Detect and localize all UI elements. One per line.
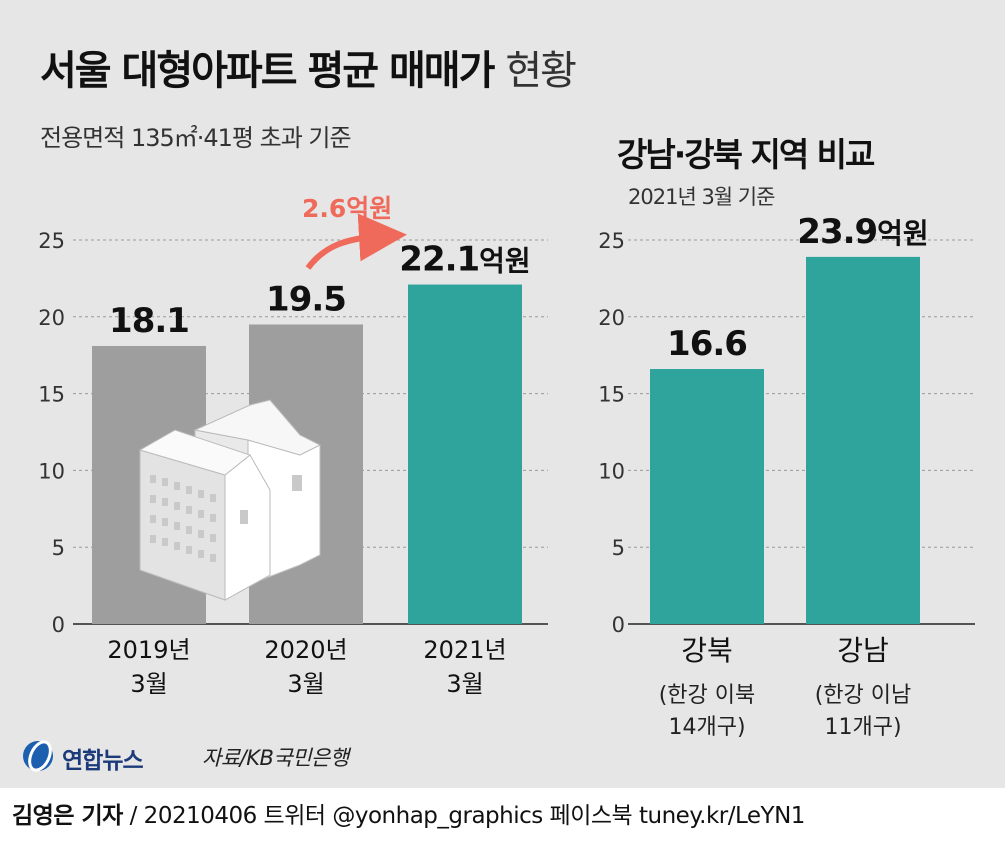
y-tick-label: 25 xyxy=(598,229,625,253)
right-chart-title: 강남·강북 지역 비교 xyxy=(617,135,875,174)
category-note: (한강 이북 xyxy=(659,683,756,708)
y-tick-label: 10 xyxy=(38,459,65,483)
category-label: 2019년 xyxy=(107,636,190,664)
footer-details: / 20210406 트위터 @yonhap_graphics 페이스북 tun… xyxy=(122,803,806,829)
y-tick-label: 20 xyxy=(38,306,65,330)
logo-text: 연합뉴스 xyxy=(62,748,144,774)
data-label: 19.5 xyxy=(266,279,346,319)
y-tick-label: 15 xyxy=(38,383,65,407)
category-label: 2021년 xyxy=(423,636,506,664)
title-light: 현황 xyxy=(505,48,577,94)
category-label: 강남 xyxy=(837,634,889,667)
data-label: 22.1억원 xyxy=(399,240,530,280)
bar xyxy=(650,369,764,624)
y-tick-label: 15 xyxy=(598,383,625,407)
growth-arrow xyxy=(305,213,407,270)
category-label: 3월 xyxy=(130,670,167,698)
data-label: 16.6 xyxy=(667,324,747,364)
source-label: 자료/KB국민은행 xyxy=(202,746,349,770)
y-tick-label: 20 xyxy=(598,306,625,330)
bar-charts: 0 5 10 15 20 25 0 5 10 15 20 25 18.1 2019년 3월 19.5 2020… xyxy=(38,194,975,740)
footer-credit: 김영은 기자 / 20210406 트위터 @yonhap_graphics 페… xyxy=(12,796,805,830)
category-note: 11개구) xyxy=(824,715,901,740)
chart-title: 서울 대형아파트 평균 매매가 현황 xyxy=(40,38,577,96)
building-illustration xyxy=(138,399,322,601)
y-tick-label: 5 xyxy=(612,536,625,560)
footer: 김영은 기자 / 20210406 트위터 @yonhap_graphics 페… xyxy=(0,788,1005,841)
y-tick-label: 0 xyxy=(52,613,65,637)
category-label: 3월 xyxy=(446,670,483,698)
title-bold: 서울 대형아파트 평균 매매가 xyxy=(40,48,495,94)
reporter-name: 김영은 기자 xyxy=(12,803,123,829)
data-label: 23.9억원 xyxy=(797,212,928,252)
y-tick-label: 10 xyxy=(598,459,625,483)
logo-icon xyxy=(23,740,53,772)
chart-subtitle: 전용면적 135㎡·41평 초과 기준 xyxy=(40,124,352,152)
category-note: (한강 이남 xyxy=(815,683,912,708)
growth-annotation-label: 2.6억원 xyxy=(302,194,392,223)
right-chart-subtitle: 2021년 3월 기준 xyxy=(628,185,775,209)
category-label: 강북 xyxy=(681,634,733,667)
category-note: 14개구) xyxy=(668,715,745,740)
bar xyxy=(408,284,522,624)
y-tick-label: 25 xyxy=(38,229,65,253)
growth-annotation: 2.6억원 xyxy=(302,194,407,270)
yonhap-logo: 연합뉴스 xyxy=(20,736,180,776)
y-tick-label: 0 xyxy=(612,613,625,637)
category-label: 3월 xyxy=(287,670,324,698)
data-label: 18.1 xyxy=(109,301,189,341)
bar xyxy=(806,256,920,624)
bars: 18.1 2019년 3월 19.5 2020년 3월 22.1억원 2021년 3월 16.6 강… xyxy=(92,212,929,740)
y-tick-label: 5 xyxy=(52,536,65,560)
category-label: 2020년 xyxy=(264,636,347,664)
